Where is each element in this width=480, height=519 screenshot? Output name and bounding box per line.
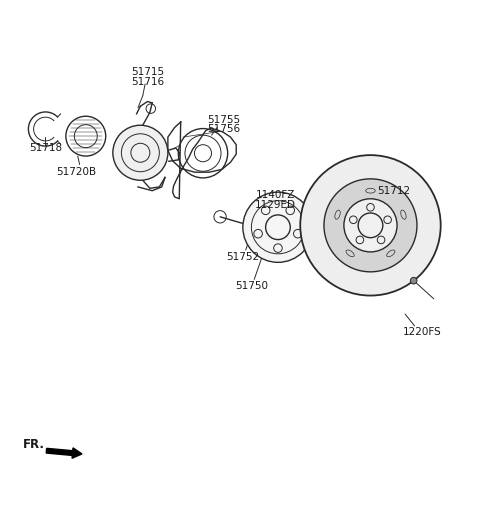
Circle shape [243,192,313,262]
Ellipse shape [335,210,340,219]
Ellipse shape [401,210,406,219]
Text: 1129ED: 1129ED [255,200,296,210]
Ellipse shape [74,125,97,147]
Text: 51755: 51755 [207,115,240,125]
Circle shape [344,199,397,252]
Circle shape [300,155,441,295]
Text: 51720B: 51720B [56,167,96,177]
Text: 51756: 51756 [207,124,240,134]
Text: 51712: 51712 [378,186,411,196]
Text: FR.: FR. [23,438,45,451]
FancyArrow shape [46,448,82,458]
Text: 1140FZ: 1140FZ [256,190,295,200]
Ellipse shape [387,250,395,257]
Text: 51752: 51752 [226,252,259,262]
Text: 51750: 51750 [235,281,268,291]
Ellipse shape [346,250,354,257]
Ellipse shape [66,116,106,156]
Text: 1220FS: 1220FS [403,326,442,337]
Text: 51715: 51715 [131,67,164,77]
Circle shape [113,125,168,180]
Text: 51718: 51718 [29,143,62,153]
Ellipse shape [366,188,375,193]
Circle shape [324,179,417,272]
Circle shape [410,277,417,284]
Text: 51716: 51716 [131,77,164,87]
